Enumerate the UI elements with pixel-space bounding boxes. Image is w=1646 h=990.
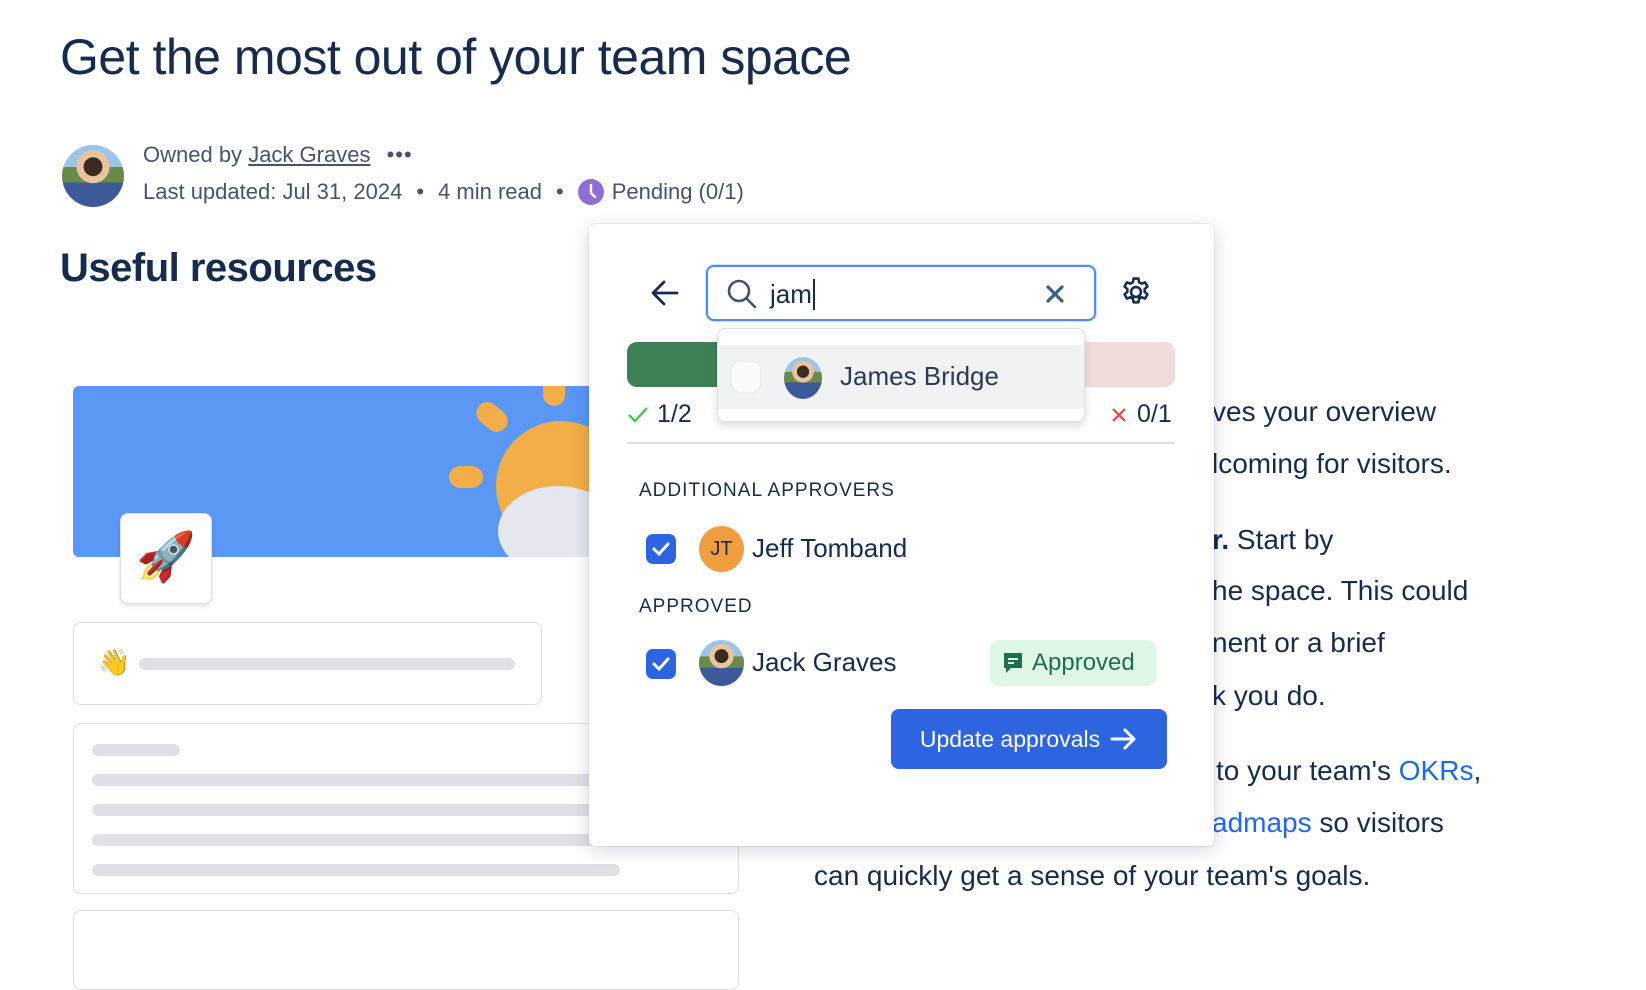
- owner-link[interactable]: Jack Graves: [248, 142, 371, 167]
- additional-approvers-heading: ADDITIONAL APPROVERS: [639, 480, 895, 501]
- body-text: can quickly get a sense of your team's g…: [814, 860, 1371, 891]
- approved-count: 1/2: [627, 400, 692, 429]
- wave-icon: 👋: [98, 647, 131, 677]
- body-text: ves your overview: [1212, 396, 1437, 427]
- body-text: he space. This could: [1212, 575, 1469, 606]
- gear-icon[interactable]: [1119, 275, 1153, 309]
- suggestion-name: James Bridge: [840, 361, 999, 391]
- approver-name: Jeff Tomband: [752, 533, 908, 563]
- banner-illustration: [73, 386, 593, 557]
- owner-line: Owned by Jack Graves •••: [143, 142, 413, 167]
- checkmark-icon: [652, 657, 670, 672]
- back-arrow-icon[interactable]: [649, 278, 681, 308]
- owner-avatar[interactable]: [62, 145, 124, 207]
- content-card: [73, 910, 739, 990]
- suggestion-checkbox[interactable]: [732, 362, 760, 392]
- search-icon: [727, 279, 757, 309]
- clock-icon: [577, 179, 604, 205]
- suggestion-item[interactable]: James Bridge: [718, 345, 1084, 409]
- more-actions-button[interactable]: •••: [386, 142, 413, 167]
- comment-icon: [1004, 653, 1022, 673]
- approved-progress-bar: [627, 342, 722, 387]
- search-value: jam: [770, 279, 815, 310]
- body-text: admaps so visitors: [1212, 807, 1444, 838]
- approved-heading: APPROVED: [639, 596, 753, 617]
- suggestion-dropdown: James Bridge: [717, 328, 1085, 422]
- section-heading: Useful resources: [60, 246, 377, 290]
- jeff-tomband-checkbox[interactable]: [646, 534, 676, 564]
- approved-badge: Approved: [990, 640, 1156, 686]
- divider: [627, 442, 1175, 444]
- jack-graves-avatar: [699, 640, 744, 686]
- jack-graves-checkbox[interactable]: [646, 649, 676, 679]
- rocket-icon: 🚀: [136, 531, 196, 584]
- cross-icon: [1112, 407, 1126, 422]
- rocket-tile: 🚀: [120, 513, 212, 604]
- body-text: r. Start by: [1212, 524, 1334, 555]
- body-text: lcoming for visitors.: [1212, 448, 1452, 479]
- rejected-count: 0/1: [1111, 400, 1172, 429]
- approver-search-input[interactable]: jam: [706, 265, 1096, 321]
- checkmark-icon: [652, 542, 670, 557]
- rejected-progress-bar: [1079, 342, 1175, 387]
- preview-card: 👋: [73, 622, 542, 705]
- jeff-tomband-avatar: JT: [699, 526, 744, 572]
- read-time: 4 min read: [438, 179, 542, 204]
- roadmaps-link[interactable]: admaps: [1212, 807, 1312, 838]
- check-icon: [628, 406, 648, 423]
- okrs-link[interactable]: OKRs: [1398, 755, 1474, 786]
- approver-name: Jack Graves: [752, 647, 897, 677]
- update-approvals-button[interactable]: Update approvals: [891, 709, 1167, 769]
- body-text: to your team's OKRs,: [1216, 755, 1482, 786]
- james-bridge-avatar: [784, 357, 822, 399]
- body-text: k you do.: [1212, 680, 1326, 711]
- body-text: nent or a brief: [1212, 627, 1385, 658]
- clear-icon[interactable]: [1046, 285, 1064, 303]
- last-updated: Last updated: Jul 31, 2024: [143, 179, 403, 204]
- page-title: Get the most out of your team space: [60, 29, 852, 85]
- approvals-popup: jam 1/2 0/1 James Bridge ADDITIONAL APPR…: [589, 224, 1214, 846]
- arrow-right-icon: [1110, 728, 1136, 750]
- meta-line: Last updated: Jul 31, 2024 • 4 min read …: [143, 179, 744, 205]
- status-pending[interactable]: Pending (0/1): [577, 179, 744, 205]
